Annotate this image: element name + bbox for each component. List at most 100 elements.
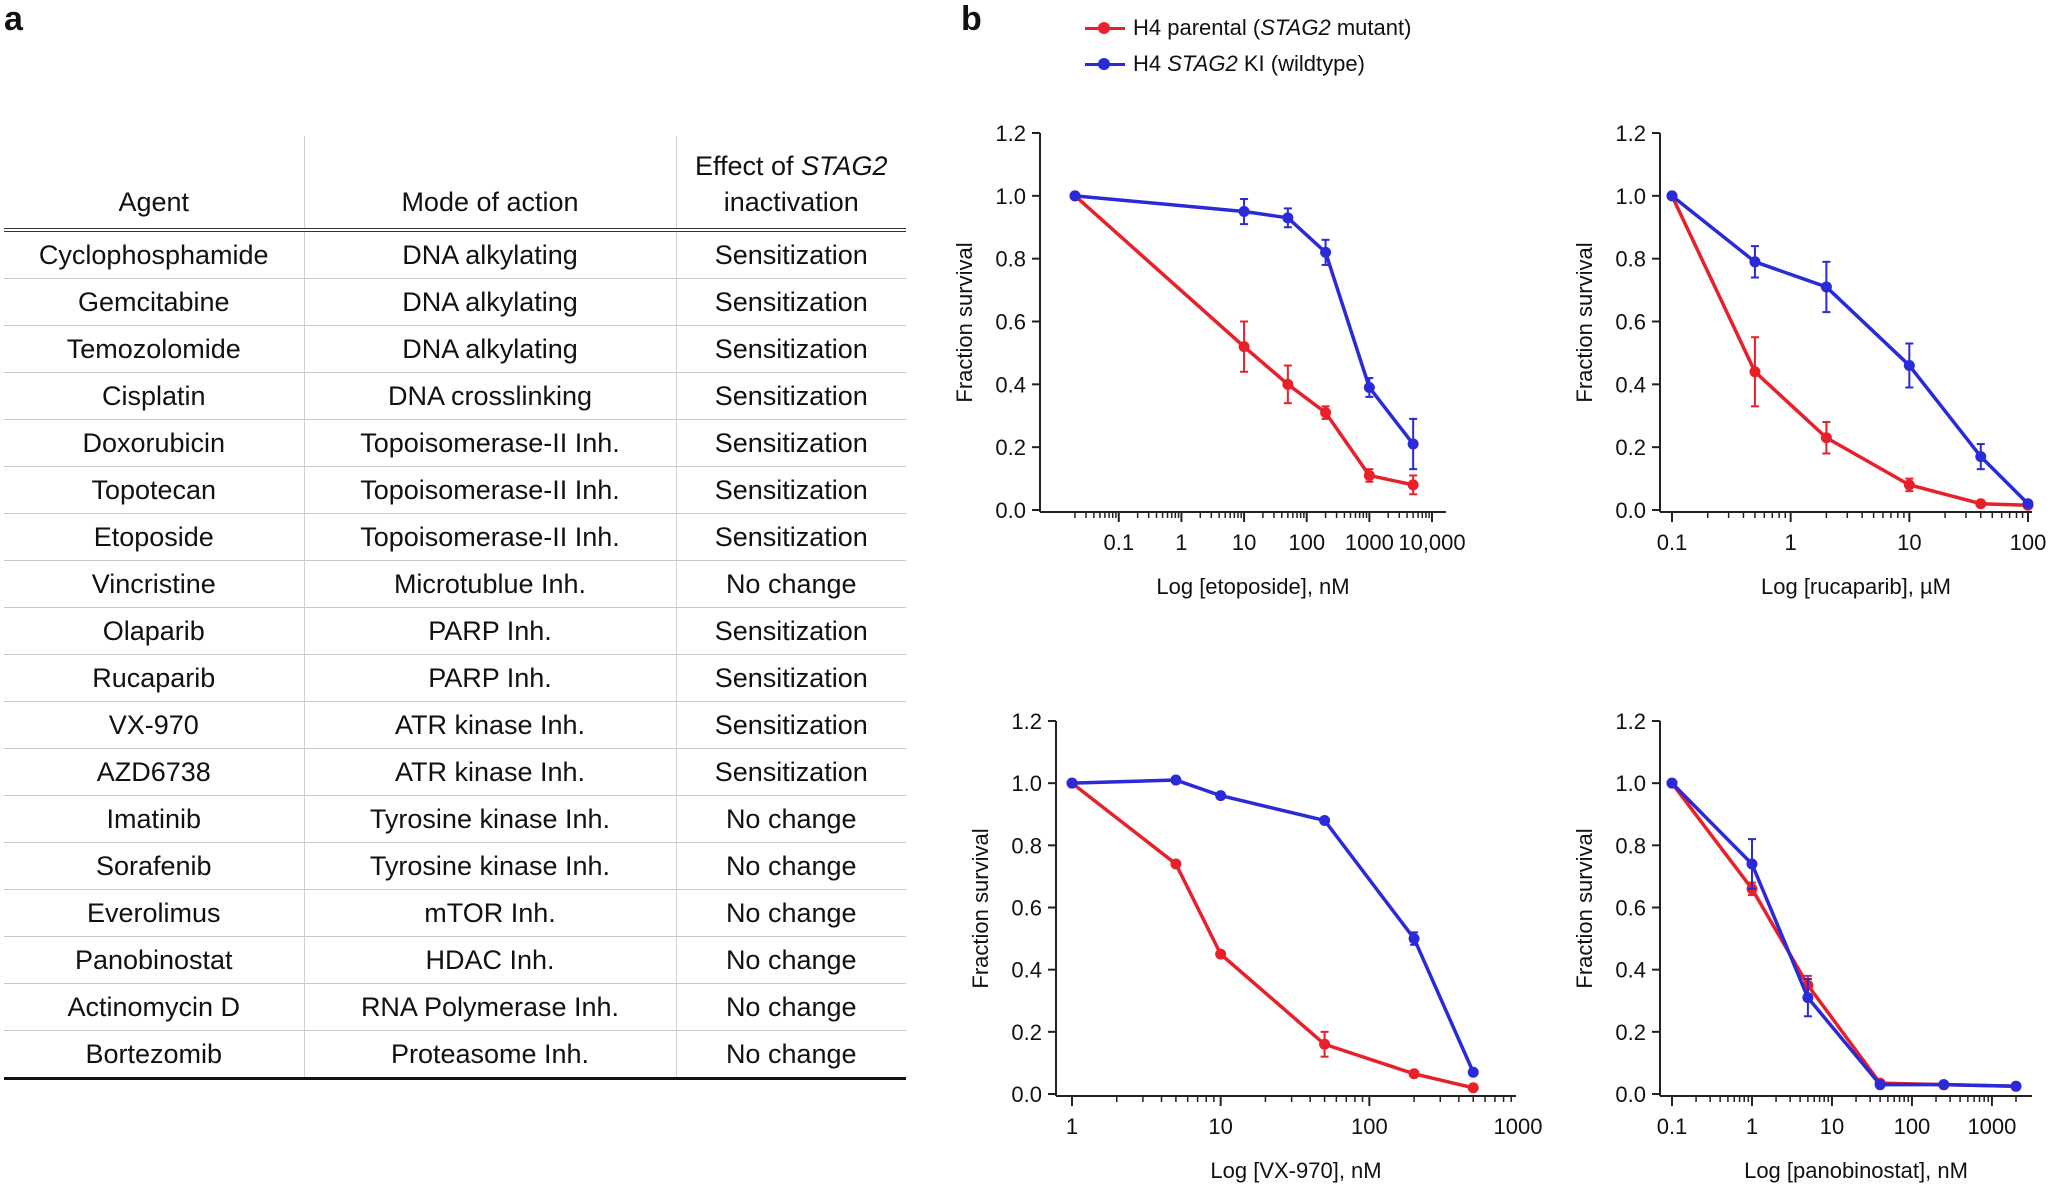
agent-cell: Olaparib xyxy=(4,607,304,655)
y-tick-label: 0.2 xyxy=(1615,1020,1646,1045)
chart-2: 0.0 0.2 0.4 0.6 0.8 1.0 1.2 0.1 1 10 100 Log [rucap… xyxy=(1572,121,2046,599)
data-point xyxy=(1238,206,1250,218)
series-ki xyxy=(1666,777,2022,1092)
data-point xyxy=(1170,858,1182,870)
legend-marker-ki xyxy=(1085,56,1125,72)
table-row: Sorafenib Tyrosine kinase Inh. No change xyxy=(4,842,906,890)
agent-cell: Sorafenib xyxy=(4,842,304,890)
effect-cell: No change xyxy=(675,795,906,843)
effect-cell: Sensitization xyxy=(675,607,906,655)
data-point xyxy=(1408,1068,1420,1080)
data-point xyxy=(1282,212,1294,224)
data-point xyxy=(1407,479,1419,491)
x-axis-label: Log [etoposide], nM xyxy=(1156,574,1349,599)
table-row: Etoposide Topoisomerase-II Inh. Sensitizat… xyxy=(4,513,906,561)
y-tick-label: 0.6 xyxy=(1615,896,1646,921)
agent-cell: VX-970 xyxy=(4,701,304,749)
header-effect: Effect of STAG2 inactivation xyxy=(675,136,906,232)
y-tick-label: 0.8 xyxy=(995,247,1026,272)
chart-legend: H4 parental (STAG2 mutant) H4 STAG2 KI (… xyxy=(1085,10,1411,82)
agents-table-container: Agent Mode of action Effect of STAG2 ina… xyxy=(4,136,906,1080)
header-effect-prefix: Effect of xyxy=(694,151,802,181)
effect-cell: Sensitization xyxy=(675,654,906,702)
x-tick-label: 100 xyxy=(1288,530,1325,555)
table-row: AZD6738 ATR kinase Inh. Sensitization xyxy=(4,748,906,796)
data-point xyxy=(1319,1038,1331,1050)
table-row: Temozolomide DNA alkylating Sensitization xyxy=(4,325,906,373)
x-tick-label: 10 xyxy=(1820,1114,1844,1139)
data-point xyxy=(1820,432,1832,444)
data-point xyxy=(1363,381,1375,393)
mode-cell: Tyrosine kinase Inh. xyxy=(303,795,676,843)
y-tick-label: 0.8 xyxy=(1615,833,1646,858)
data-point xyxy=(1938,1079,1950,1091)
header-mode: Mode of action xyxy=(303,136,676,232)
series-ki xyxy=(1069,190,1419,471)
x-tick-label: 1 xyxy=(1066,1114,1078,1139)
effect-cell: No change xyxy=(675,889,906,937)
legend-item-ki: H4 STAG2 KI (wildtype) xyxy=(1085,46,1411,82)
mode-cell: DNA alkylating xyxy=(303,230,676,279)
effect-cell: Sensitization xyxy=(675,748,906,796)
y-tick-label: 0.2 xyxy=(995,435,1026,460)
chart-1: 0.0 0.2 0.4 0.6 0.8 1.0 1.2 0.1 1 10 100 1000 10,000… xyxy=(952,121,1466,599)
data-point xyxy=(1975,451,1987,463)
data-point xyxy=(1407,438,1419,450)
y-tick-label: 0.2 xyxy=(1011,1020,1042,1045)
x-tick-label: 0.1 xyxy=(1103,530,1134,555)
x-tick-label: 0.1 xyxy=(1657,530,1688,555)
x-tick-label: 1000 xyxy=(1345,530,1394,555)
y-tick-label: 0.6 xyxy=(1011,896,1042,921)
effect-cell: Sensitization xyxy=(675,372,906,420)
data-point xyxy=(1408,933,1420,945)
x-tick-label: 0.1 xyxy=(1657,1114,1688,1139)
series-line xyxy=(1670,781,2017,1088)
series-line xyxy=(1074,194,1415,446)
table-body: Cyclophosphamide DNA alkylating Sensitizat… xyxy=(4,230,906,1080)
series-line xyxy=(1670,195,2029,508)
mode-cell: PARP Inh. xyxy=(303,654,676,702)
table-row: Cyclophosphamide DNA alkylating Sensitizat… xyxy=(4,230,906,279)
table-row: Imatinib Tyrosine kinase Inh. No change xyxy=(4,795,906,843)
y-tick-label: 1.2 xyxy=(1615,121,1646,146)
mode-cell: Tyrosine kinase Inh. xyxy=(303,842,676,890)
series-parental xyxy=(1666,777,2022,1092)
mode-cell: Microtublue Inh. xyxy=(303,560,676,608)
table-row: Gemcitabine DNA alkylating Sensitization xyxy=(4,278,906,326)
y-tick-label: 0.2 xyxy=(1615,435,1646,460)
data-point xyxy=(1802,992,1814,1004)
y-tick-label: 0.0 xyxy=(1615,1082,1646,1107)
data-point xyxy=(1749,366,1761,378)
x-tick-label: 1000 xyxy=(1494,1114,1543,1139)
data-point xyxy=(1215,948,1227,960)
table-row: VX-970 ATR kinase Inh. Sensitization xyxy=(4,701,906,749)
legend-item-parental: H4 parental (STAG2 mutant) xyxy=(1085,10,1411,46)
table-row: Rucaparib PARP Inh. Sensitization xyxy=(4,654,906,702)
y-tick-label: 1.0 xyxy=(1011,771,1042,796)
series-line xyxy=(1670,194,2030,505)
y-tick-label: 0.6 xyxy=(995,310,1026,335)
series-line xyxy=(1070,781,1474,1090)
table-header-row: Agent Mode of action Effect of STAG2 ina… xyxy=(4,136,906,232)
data-point xyxy=(1069,190,1081,202)
data-point xyxy=(1903,359,1915,371)
y-tick-label: 1.0 xyxy=(1615,771,1646,796)
data-point xyxy=(1170,774,1182,786)
data-point xyxy=(1749,256,1761,268)
y-tick-label: 1.0 xyxy=(1615,184,1646,209)
series-ki xyxy=(1666,190,2034,510)
table-row: Cisplatin DNA crosslinking Sensitization xyxy=(4,372,906,420)
effect-cell: Sensitization xyxy=(675,419,906,467)
chart-4: 0.0 0.2 0.4 0.6 0.8 1.0 1.2 0.1 1 10 100 1000 Log [p… xyxy=(1572,709,2032,1183)
series-line xyxy=(1073,194,1414,487)
y-tick-label: 0.4 xyxy=(1615,958,1646,983)
data-point xyxy=(2022,498,2034,510)
series-ki xyxy=(1066,774,1479,1078)
y-axis-label: Fraction survival xyxy=(968,828,993,988)
x-tick-label: 10 xyxy=(1208,1114,1232,1139)
agent-cell: Cyclophosphamide xyxy=(4,230,304,279)
series-parental xyxy=(1069,190,1419,496)
data-point xyxy=(1874,1079,1886,1091)
effect-cell: Sensitization xyxy=(675,466,906,514)
mode-cell: Topoisomerase-II Inh. xyxy=(303,466,676,514)
